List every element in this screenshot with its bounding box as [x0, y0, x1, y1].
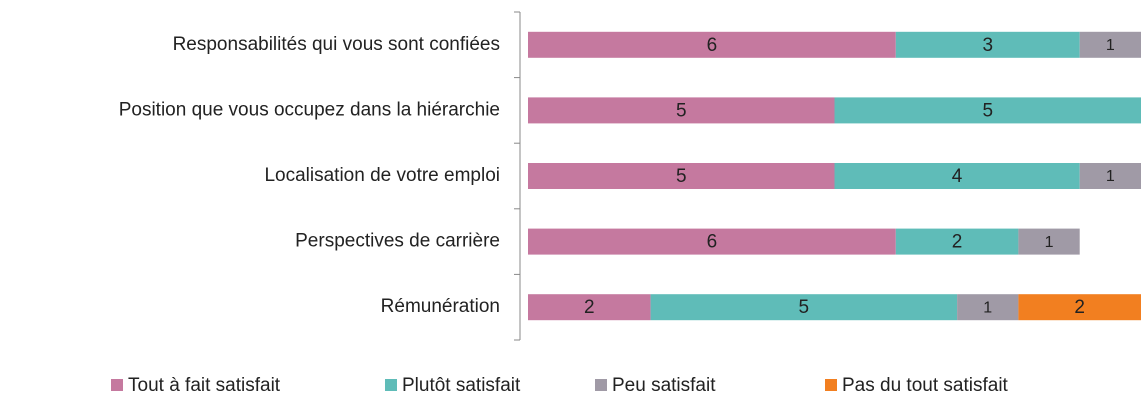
legend-label: Pas du tout satisfait — [842, 375, 1009, 396]
bar-segment — [528, 31, 896, 58]
data-label: 1 — [983, 299, 992, 316]
bar-segment — [1079, 31, 1141, 58]
data-label: 1 — [1045, 234, 1054, 251]
bar-segment — [528, 97, 835, 124]
bar-segment — [895, 31, 1080, 58]
y-tick-label: Perspectives de carrière — [295, 231, 500, 252]
data-label: 6 — [707, 232, 718, 253]
y-tick-label: Position que vous occupez dans la hiérar… — [119, 99, 500, 120]
legend-swatch — [595, 379, 607, 391]
legend-label: Plutôt satisfait — [402, 375, 521, 396]
data-label: 3 — [982, 35, 993, 56]
data-label: 5 — [676, 100, 687, 121]
data-label: 4 — [952, 166, 963, 187]
data-label: 6 — [707, 35, 718, 56]
bar-segment — [834, 163, 1080, 189]
bar-segment — [895, 228, 1019, 255]
data-label: 2 — [1074, 297, 1085, 318]
bar-segment — [1018, 228, 1080, 255]
bar-segment — [528, 228, 896, 255]
y-tick-label: Rémunération — [381, 296, 500, 317]
data-label: 5 — [799, 297, 810, 318]
legend-swatch — [111, 379, 123, 391]
legend-label: Peu satisfait — [612, 375, 716, 396]
bar-segment — [1079, 163, 1141, 189]
legend-label: Tout à fait satisfait — [128, 375, 281, 396]
y-tick-label: Localisation de votre emploi — [264, 165, 500, 186]
data-label: 2 — [584, 297, 595, 318]
bar-segment — [528, 294, 651, 321]
data-label: 2 — [952, 232, 963, 253]
bar-segment — [834, 97, 1141, 124]
bar-segment — [650, 294, 958, 321]
legend-swatch — [825, 379, 837, 391]
bar-segment — [957, 294, 1019, 321]
data-label: 5 — [676, 166, 687, 187]
y-tick-label: Responsabilités qui vous sont confiées — [173, 34, 500, 55]
bar-segment — [528, 163, 835, 189]
data-label: 1 — [1106, 168, 1115, 185]
legend-swatch — [385, 379, 397, 391]
data-label: 5 — [982, 100, 993, 121]
bar-segment — [1018, 294, 1141, 321]
data-label: 1 — [1106, 37, 1115, 54]
